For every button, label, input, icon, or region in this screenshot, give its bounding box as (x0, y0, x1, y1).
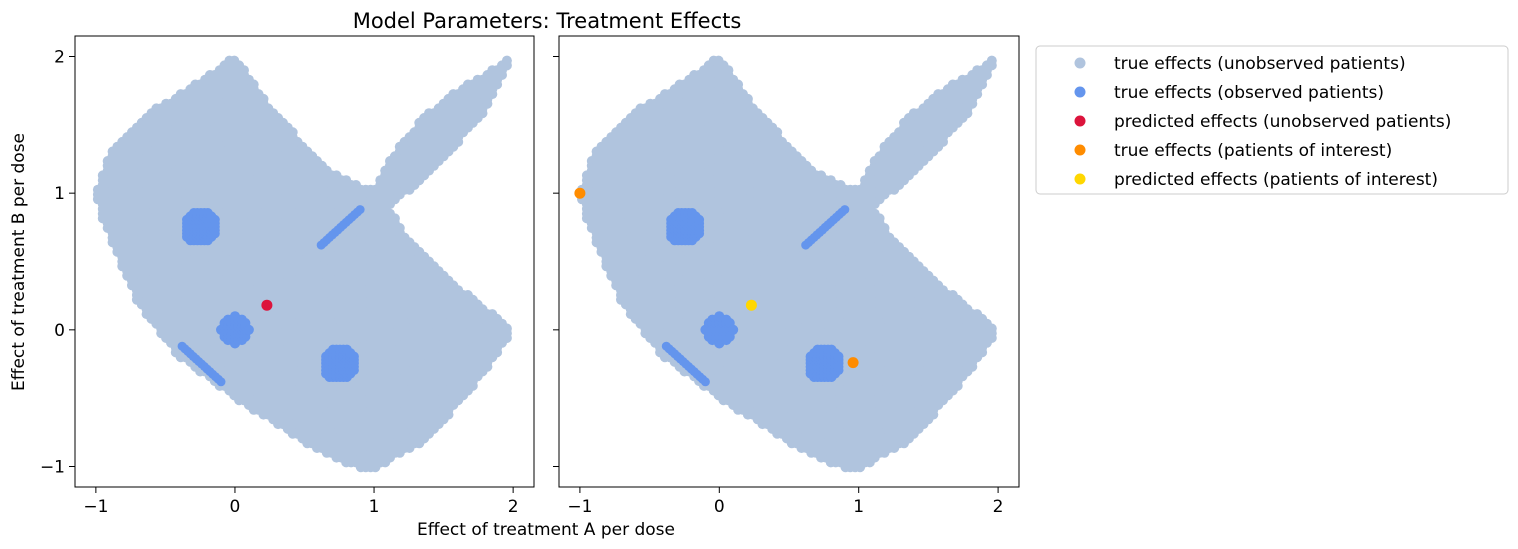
unobserved-point (389, 213, 400, 224)
unobserved-point (239, 65, 249, 76)
unobserved-points-group (577, 55, 997, 473)
y-tick-label: −1 (40, 458, 65, 478)
x-tick-label: 1 (369, 497, 380, 517)
y-tick-label: 2 (54, 48, 65, 68)
observed-point (209, 214, 220, 225)
scatter-panel-left: −1 0 1 2 −1 0 1 2 (40, 35, 535, 517)
y-tick-label: 0 (54, 321, 65, 341)
unobserved-point (394, 223, 405, 233)
chart-title: Model Parameters: Treatment Effects (353, 9, 742, 33)
observed-point (355, 205, 365, 215)
unobserved-point (287, 127, 298, 138)
unobserved-points-group (92, 55, 512, 473)
unobserved-point (248, 79, 259, 90)
observed-point (243, 324, 254, 335)
unobserved-point (501, 323, 512, 334)
x-tick-label: −1 (83, 497, 108, 517)
unobserved-point (501, 55, 512, 66)
y-tick-label: 1 (54, 184, 65, 204)
x-tick-label: 2 (508, 497, 519, 517)
scatter-panel-right: −1 0 1 2 (553, 35, 1020, 517)
observed-point (348, 351, 359, 362)
predicted-unobserved-point (261, 299, 273, 311)
observed-point (216, 377, 226, 387)
unobserved-point (258, 93, 269, 104)
x-tick-label: 0 (230, 497, 241, 517)
